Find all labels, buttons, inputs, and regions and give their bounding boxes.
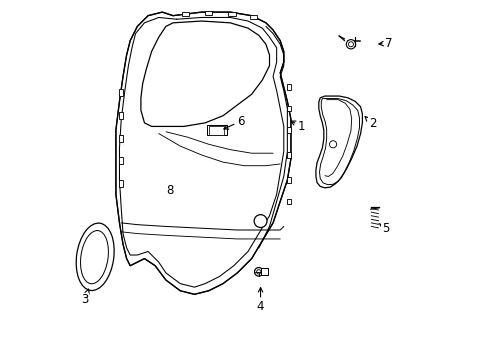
Bar	[119, 135, 123, 143]
Bar	[119, 112, 123, 119]
Bar	[119, 180, 123, 187]
Polygon shape	[315, 96, 362, 188]
Bar	[287, 106, 291, 111]
Circle shape	[348, 42, 353, 47]
Text: 1: 1	[290, 120, 305, 133]
Bar	[287, 177, 291, 183]
Bar	[205, 11, 212, 15]
Text: 8: 8	[165, 184, 173, 197]
Bar	[287, 152, 291, 158]
Bar	[119, 89, 123, 96]
Circle shape	[346, 40, 355, 49]
Circle shape	[329, 141, 336, 148]
Text: 3: 3	[81, 289, 89, 306]
Bar	[287, 127, 291, 133]
Ellipse shape	[81, 230, 108, 284]
Polygon shape	[116, 12, 290, 294]
Text: 6: 6	[224, 114, 244, 129]
Bar	[261, 267, 267, 275]
Bar	[249, 15, 257, 18]
Bar	[182, 12, 189, 16]
Bar	[228, 12, 235, 16]
Bar	[206, 125, 226, 135]
Circle shape	[254, 215, 266, 228]
Bar	[287, 84, 291, 90]
Text: 5: 5	[378, 222, 388, 235]
Circle shape	[256, 270, 261, 274]
Text: 2: 2	[365, 117, 375, 130]
Bar	[119, 157, 123, 164]
Bar	[287, 199, 291, 204]
Polygon shape	[141, 21, 269, 126]
Ellipse shape	[76, 223, 114, 291]
Text: 7: 7	[378, 37, 392, 50]
Text: 4: 4	[256, 288, 264, 313]
Circle shape	[254, 267, 263, 276]
Bar	[208, 126, 224, 135]
